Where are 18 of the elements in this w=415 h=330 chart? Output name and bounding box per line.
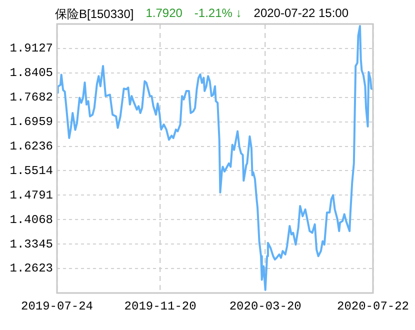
y-tick-label: 1.4791 [10,188,53,202]
y-tick-label: 1.9127 [10,42,53,56]
y-tick-label: 1.4068 [10,212,53,227]
x-tick-label: 2020-03-20 [229,299,302,314]
y-tick-label: 1.6236 [10,139,53,154]
y-tick-label: 1.6959 [10,114,53,129]
y-tick-label: 1.7682 [10,90,53,105]
text: 2020-07-22 15:00 [254,6,349,22]
x-tick-label: 2019-07-24 [20,299,94,314]
y-tick-label: 1.2623 [10,262,53,276]
y-tick-label: 1.5514 [10,164,53,178]
chart-title: 保险B[150330] [55,6,134,23]
x-tick-label: 2020-07-22 [336,299,409,314]
y-tick-label: 1.8405 [10,66,53,80]
text: 1.7920 [146,6,182,22]
text: -1.21% ↓ [194,6,242,22]
x-tick-label: 2019-11-20 [124,299,196,314]
y-tick-label: 1.3345 [10,237,53,252]
